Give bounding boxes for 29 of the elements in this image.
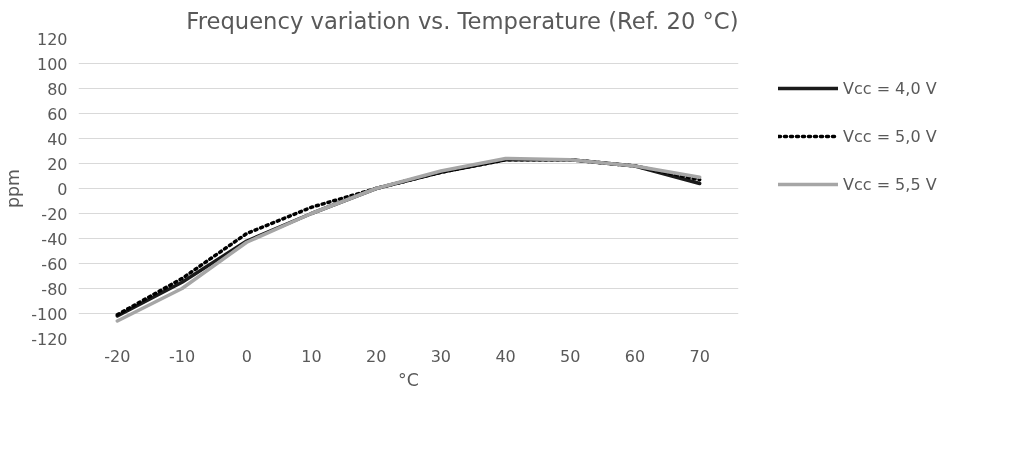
y-tick-label: 20	[47, 154, 68, 174]
x-tick-label: 10	[301, 346, 322, 366]
y-tick-label: 120	[36, 29, 68, 49]
y-tick-label: -40	[41, 229, 68, 249]
y-axis-title: ppm	[3, 169, 24, 208]
y-tick-label: 80	[47, 79, 68, 99]
y-tick-label: 0	[57, 179, 68, 199]
x-tick-label: 70	[689, 346, 710, 366]
y-tick-label: 60	[47, 104, 68, 124]
x-tick-label: -10	[168, 346, 196, 366]
x-tick-label: -20	[104, 346, 131, 366]
legend-label: Vcc = 4,0 V	[843, 78, 937, 98]
y-tick-label: 40	[47, 129, 68, 149]
y-tick-label: -120	[31, 329, 68, 349]
y-tick-label: 100	[36, 54, 68, 74]
legend-label: Vcc = 5,0 V	[843, 126, 937, 146]
x-tick-label: 0	[241, 346, 252, 366]
x-tick-label: 30	[430, 346, 452, 366]
x-tick-label: 50	[560, 346, 581, 366]
y-tick-label: -20	[41, 204, 68, 224]
chart-title: Frequency variation vs. Temperature (Ref. 20 °C)	[186, 7, 739, 34]
x-tick-label: 20	[365, 346, 387, 366]
y-tick-label: -100	[31, 304, 68, 324]
x-tick-label: 60	[624, 346, 646, 366]
x-tick-label: 40	[495, 346, 516, 366]
y-tick-label: -80	[41, 279, 68, 299]
y-tick-label: -60	[41, 254, 68, 274]
legend-label: Vcc = 5,5 V	[843, 174, 937, 194]
x-axis-title: °C	[398, 369, 419, 390]
